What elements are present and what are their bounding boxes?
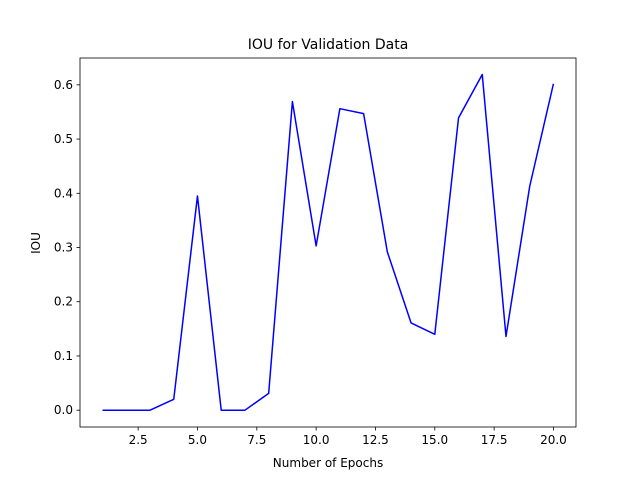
x-tick-label: 12.5: [362, 433, 389, 447]
x-tick-label: 15.0: [421, 433, 448, 447]
y-axis-label: IOU: [29, 232, 43, 254]
y-tick-label: 0.4: [54, 186, 73, 200]
y-tick-label: 0.3: [54, 241, 73, 255]
series-line-0: [102, 73, 555, 411]
y-tick-label: 0.6: [54, 78, 73, 92]
plot-area: 2.5 5.0 7.5 10.0 12.5 15.0 17.5 20.0 0.0 0.1 0.2 0.…: [54, 57, 577, 447]
axes-frame: [79, 57, 577, 428]
y-tick-label: 0.1: [54, 349, 73, 363]
x-tick-label: 7.5: [247, 433, 266, 447]
chart-title: IOU for Validation Data: [248, 37, 409, 53]
x-tick-label: 20.0: [540, 433, 567, 447]
y-tick-label: 0.5: [54, 132, 73, 146]
y-tick-label: 0.0: [54, 403, 73, 417]
x-tick-label: 5.0: [188, 433, 207, 447]
x-tick-label: 10.0: [303, 433, 330, 447]
x-tick-label: 17.5: [481, 433, 508, 447]
y-tick-label: 0.2: [54, 295, 73, 309]
x-axis-label: Number of Epochs: [273, 456, 383, 470]
x-tick-label: 2.5: [129, 433, 148, 447]
